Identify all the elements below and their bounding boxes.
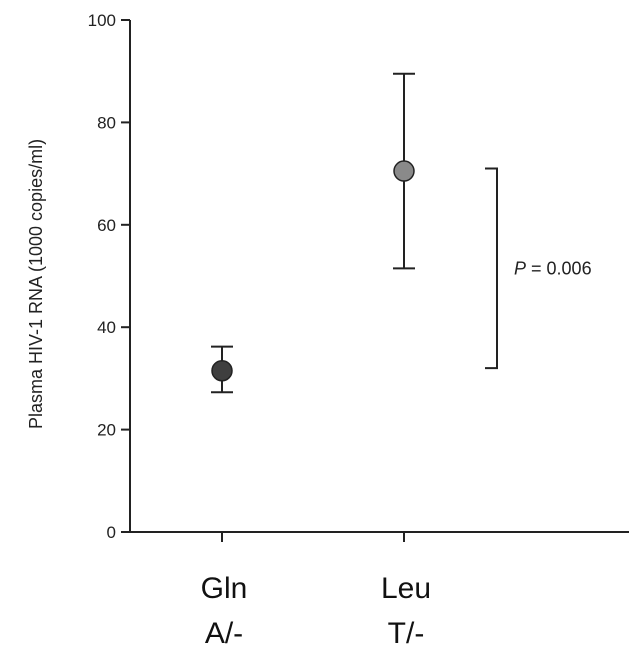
data-point bbox=[393, 160, 415, 182]
y-ticks: 0 20 40 60 80 100 bbox=[88, 11, 130, 542]
category-label-line1: Gln bbox=[201, 572, 248, 605]
p-value: = 0.006 bbox=[526, 258, 592, 278]
p-value-label: P = 0.006 bbox=[514, 258, 592, 278]
x-axis bbox=[130, 531, 629, 542]
p-symbol: P bbox=[514, 258, 526, 278]
category-label-line1: Leu bbox=[381, 572, 431, 605]
y-tick-label: 60 bbox=[97, 216, 116, 235]
y-tick-label: 0 bbox=[107, 523, 116, 542]
y-axis-title: Plasma HIV-1 RNA (1000 copies/ml) bbox=[26, 139, 46, 429]
error-bars bbox=[211, 72, 415, 394]
y-tick-label: 20 bbox=[97, 421, 116, 440]
y-tick-label: 80 bbox=[97, 113, 116, 132]
data-points bbox=[211, 160, 415, 382]
significance-annotation: P = 0.006 bbox=[485, 167, 592, 370]
category-label-line2: T/- bbox=[388, 617, 425, 650]
y-tick-label: 100 bbox=[88, 11, 116, 30]
data-point bbox=[211, 359, 233, 382]
category-label-line2: A/- bbox=[205, 617, 243, 650]
y-tick-label: 40 bbox=[97, 318, 116, 337]
significance-bracket bbox=[485, 167, 498, 370]
category-labels: Gln A/- Leu T/- bbox=[201, 572, 431, 650]
